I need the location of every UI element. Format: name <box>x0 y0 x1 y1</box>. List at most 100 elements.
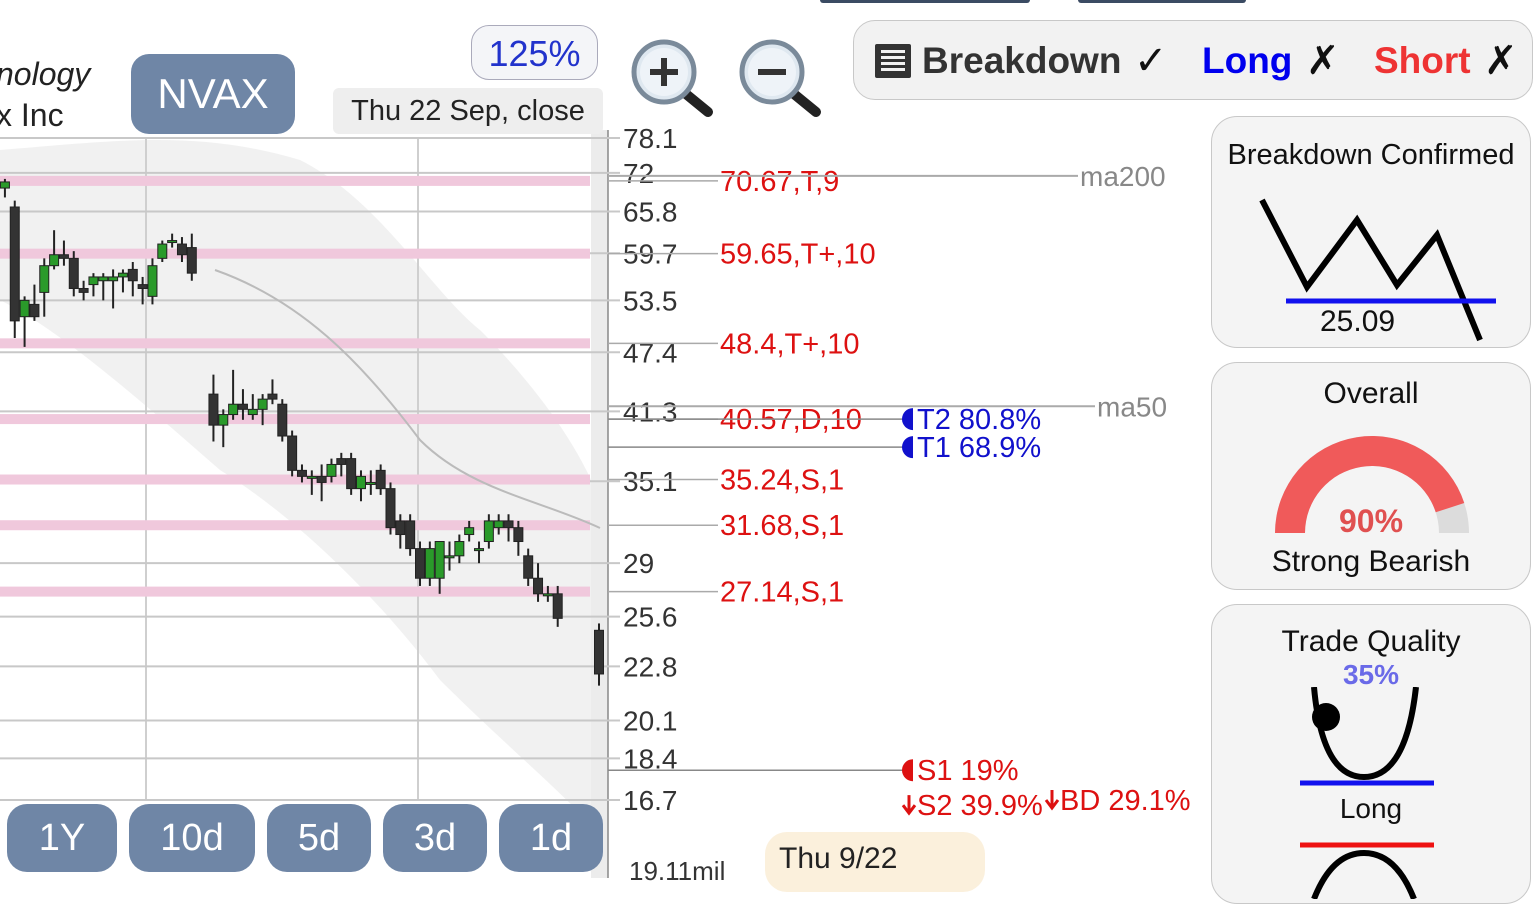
level-band <box>0 248 590 259</box>
y-tick-label: 53.5 <box>623 285 678 316</box>
y-tick-label: 78.1 <box>623 123 678 154</box>
candle-body <box>444 555 455 559</box>
candle-body <box>346 458 357 490</box>
trade-quality-percent: 35% <box>1342 659 1400 690</box>
target-marker-icon <box>902 759 913 782</box>
candle-body <box>542 593 553 597</box>
level-band <box>0 175 590 186</box>
volume-label: 19.11mil <box>629 856 726 886</box>
trade-quality-long-label: Long <box>1339 793 1403 824</box>
breakdown-card-title: Breakdown Confirmed <box>1227 139 1515 171</box>
candle-body <box>306 475 317 479</box>
overall-card-title: Overall <box>1323 377 1419 410</box>
candle-body <box>147 265 158 297</box>
level-label: 48.4,T+,10 <box>720 328 859 360</box>
candle-body <box>9 206 20 322</box>
candle-body <box>533 577 544 595</box>
candle-body <box>365 481 376 485</box>
breakdown-signal[interactable]: Breakdown <box>922 40 1122 81</box>
ma-label-ma50: ma50 <box>1097 391 1167 422</box>
long-signal[interactable]: Long <box>1202 40 1293 81</box>
down-arrow-icon <box>901 795 917 816</box>
level-band <box>0 338 590 349</box>
target-label: S1 19% <box>917 755 1019 787</box>
trade-quality-card[interactable]: Trade Quality 35% Long <box>1211 604 1531 904</box>
candle-body <box>186 247 197 274</box>
candle-body <box>127 268 138 282</box>
candle-body <box>176 243 187 256</box>
y-tick-label: 72 <box>623 158 654 189</box>
breakdown-level: 25.09 <box>1320 305 1396 338</box>
candle-body <box>88 276 99 286</box>
zoom-out-magnifier-icon <box>739 39 821 117</box>
candle-body <box>594 629 604 675</box>
target-label: T1 68.9% <box>917 432 1041 464</box>
range-button-1y[interactable]: 1Y <box>7 804 117 872</box>
cup-pattern-icon <box>1300 687 1434 786</box>
level-band <box>0 520 590 531</box>
candle-body <box>228 403 239 416</box>
range-button-10d[interactable]: 10d <box>129 804 255 872</box>
range-button-3d[interactable]: 3d <box>383 804 487 872</box>
y-tick-label: 47.4 <box>623 337 678 368</box>
short-signal[interactable]: Short <box>1374 40 1471 81</box>
candle-body <box>375 469 386 490</box>
candle-body <box>39 265 50 293</box>
level-label: 31.68,S,1 <box>720 510 844 542</box>
candle-body <box>237 403 248 410</box>
candle-body <box>415 548 425 579</box>
candle-body <box>218 414 229 426</box>
candle-body <box>29 303 40 318</box>
candle-body <box>326 463 337 477</box>
candle-body <box>287 435 298 471</box>
y-tick-label: 20.1 <box>623 705 678 736</box>
zoom-out-button[interactable] <box>736 38 822 118</box>
candle-body <box>58 254 69 259</box>
y-tick-label: 18.4 <box>623 743 678 774</box>
candle-body <box>98 276 109 282</box>
candle-body <box>336 458 347 465</box>
target-marker-icon <box>902 436 913 459</box>
range-button-1d[interactable]: 1d <box>499 804 603 872</box>
candle-body <box>523 555 534 579</box>
zoom-in-button[interactable] <box>628 38 714 118</box>
top-tab-edge[interactable] <box>820 0 1030 3</box>
candle-body <box>395 520 406 536</box>
trade-quality-title: Trade Quality <box>1281 625 1461 658</box>
y-tick-label: 22.8 <box>623 651 678 682</box>
candle-body <box>552 593 563 619</box>
candle-body <box>316 475 327 483</box>
top-tab-edge[interactable] <box>1078 0 1246 3</box>
ticker-badge[interactable]: NVAX <box>131 54 295 134</box>
candle-body <box>464 527 475 536</box>
overall-card[interactable]: Overall 90% Strong Bearish <box>1211 362 1531 590</box>
zoom-in-magnifier-icon <box>631 39 713 117</box>
zoom-percent[interactable]: 125% <box>471 25 598 80</box>
overall-gauge <box>1275 436 1469 533</box>
y-tick-label: 41.3 <box>623 396 678 427</box>
company-name-line1: nology <box>0 56 91 92</box>
candle-body <box>405 520 416 550</box>
long-cross-icon: ✗ <box>1306 39 1340 83</box>
range-button-5d[interactable]: 5d <box>267 804 371 872</box>
candle-body <box>117 272 128 278</box>
candle-body <box>454 541 465 557</box>
target-label: BD 29.1% <box>1060 785 1191 817</box>
target-label: T2 80.8% <box>917 404 1041 436</box>
bottom-date-label: Thu 9/22 <box>765 832 985 892</box>
candle-body <box>108 276 119 282</box>
candle-body <box>434 541 445 579</box>
level-label: 59.65,T+,10 <box>720 239 876 271</box>
candle-body <box>137 284 148 289</box>
ma-curve <box>214 269 601 529</box>
candle-body <box>49 254 60 267</box>
axis-strip <box>591 130 608 878</box>
candle-body <box>257 398 268 410</box>
company-name-line2: x Inc <box>0 97 64 133</box>
candle-body <box>78 287 89 293</box>
breakdown-card[interactable]: Breakdown Confirmed 25.09 <box>1211 116 1531 348</box>
candle-body <box>503 520 514 529</box>
candle-body <box>157 243 168 259</box>
level-band <box>0 586 590 597</box>
candle-body <box>0 181 10 189</box>
